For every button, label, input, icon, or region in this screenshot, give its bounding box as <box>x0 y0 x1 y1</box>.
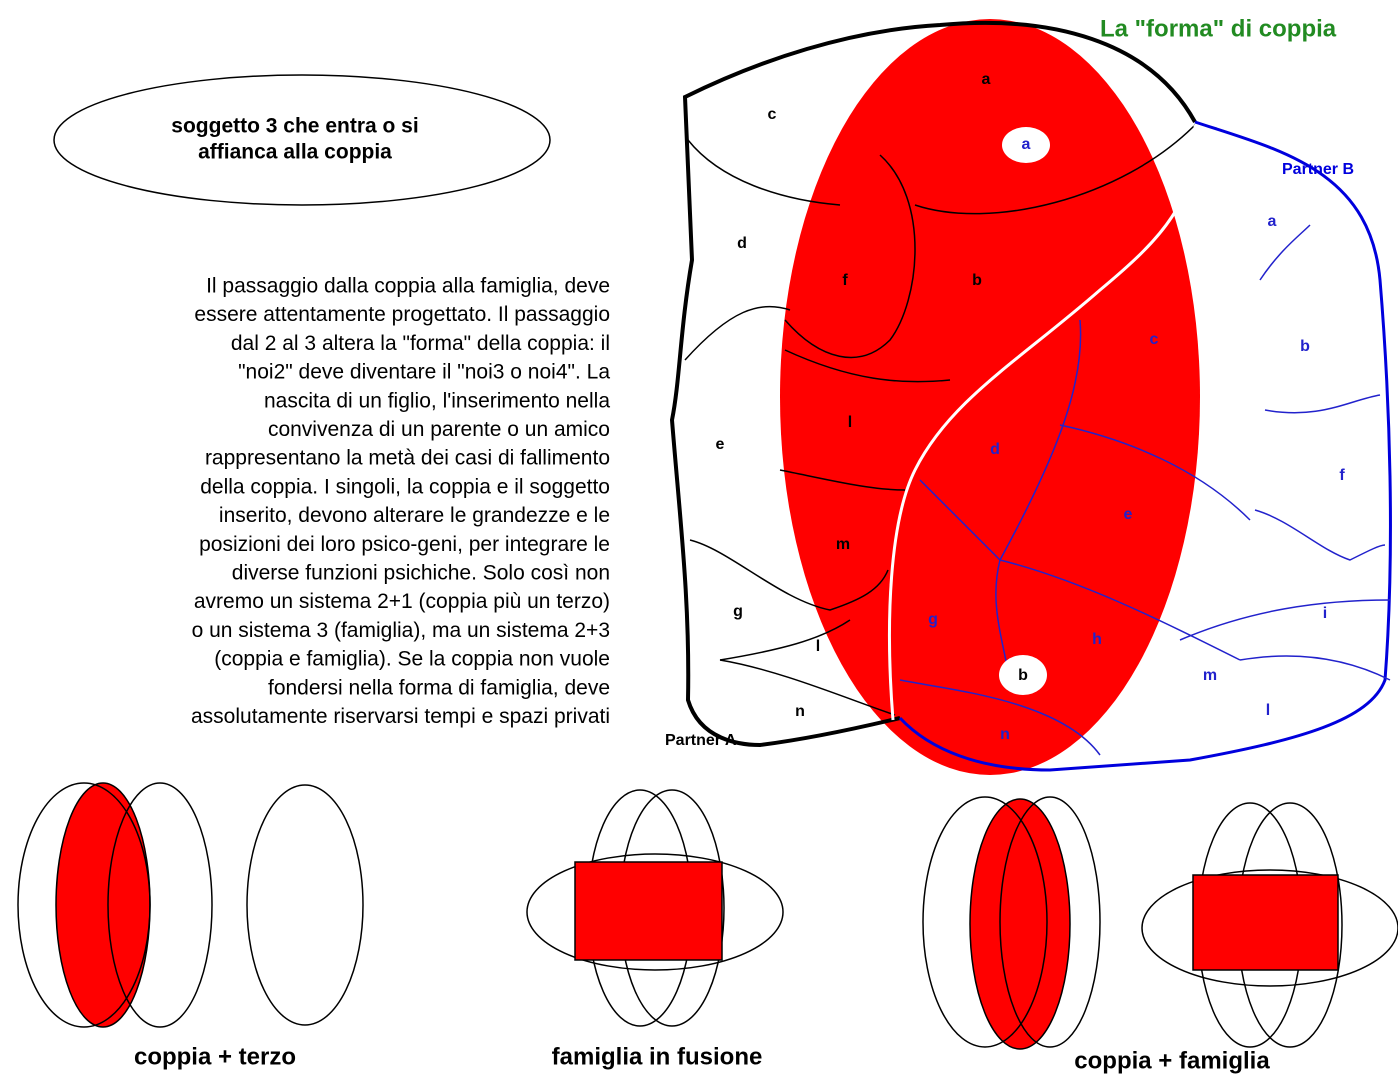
partner-a-label: Partner A <box>665 732 737 749</box>
region-label: g <box>928 611 938 628</box>
hub-label: a <box>1022 136 1031 153</box>
paragraph-line: diverse funzioni psichiche. Solo così no… <box>232 562 610 585</box>
region-label: n <box>1000 726 1010 743</box>
region-label: b <box>1300 338 1310 355</box>
paragraph-line: fondersi nella forma di famiglia, deve <box>268 676 610 699</box>
paragraph-line: convivenza di un parente o un amico <box>268 418 610 441</box>
region-label: e <box>1124 506 1133 523</box>
region-label: d <box>737 235 747 252</box>
paragraph-line: avremo un sistema 2+1 (coppia più un ter… <box>194 590 610 613</box>
paragraph-line: essere attentamente progettato. Il passa… <box>194 303 610 326</box>
region-label: c <box>1150 331 1159 348</box>
figure-coppia-terzo <box>18 783 363 1027</box>
region-label: l <box>1266 702 1270 719</box>
region-label: h <box>1092 631 1102 648</box>
paragraph-line: inserito, devono alterare le grandezze e… <box>219 504 610 527</box>
region-label: m <box>836 536 850 553</box>
region-label: d <box>990 441 1000 458</box>
couple-ellipse <box>780 19 1200 775</box>
caption: famiglia in fusione <box>552 1043 763 1070</box>
paragraph-line: dal 2 al 3 altera la "forma" della coppi… <box>231 332 610 355</box>
region-label: a <box>982 71 991 88</box>
region-label: e <box>716 436 725 453</box>
region-label: i <box>1323 605 1327 622</box>
paragraph-line: rappresentano la metà dei casi di fallim… <box>205 447 610 470</box>
caption: coppia + famiglia <box>1074 1047 1270 1074</box>
oval-text: affianca alla coppia <box>198 141 392 164</box>
oval-text: soggetto 3 che entra o si <box>171 115 418 138</box>
title: La "forma" di coppia <box>1100 15 1337 42</box>
region-label: n <box>795 703 805 720</box>
paragraph-line: Il passaggio dalla coppia alla famiglia,… <box>206 275 610 298</box>
paragraph-line: o un sistema 3 (famiglia), ma un sistema… <box>192 619 610 642</box>
region-label: a <box>1268 213 1277 230</box>
region-label: l <box>816 638 820 655</box>
region-label: f <box>1339 467 1345 484</box>
caption: coppia + terzo <box>134 1043 296 1070</box>
paragraph-line: assolutamente riservarsi tempi e spazi p… <box>191 705 610 728</box>
paragraph-line: della coppia. I singoli, la coppia e il … <box>200 475 610 498</box>
region-label: m <box>1203 667 1217 684</box>
partner-b-label: Partner B <box>1282 161 1354 178</box>
page: La "forma" di coppia Partner B Partner A… <box>0 0 1398 1079</box>
paragraph-line: posizioni dei loro psico-geni, per integ… <box>199 533 610 556</box>
figure-famiglia-fusione <box>527 790 783 1026</box>
region-label: g <box>733 603 743 620</box>
hub-label: b <box>1018 667 1028 684</box>
paragraph-line: "noi2" deve diventare il "noi3 o noi4". … <box>238 361 610 384</box>
paragraph: Il passaggio dalla coppia alla famiglia,… <box>191 275 610 729</box>
region-label: b <box>972 272 982 289</box>
region-label: f <box>842 272 848 289</box>
region-label: l <box>848 414 852 431</box>
figure-coppia-famiglia <box>923 797 1398 1049</box>
region-label: c <box>768 106 777 123</box>
paragraph-line: nascita di un figlio, l'inserimento nell… <box>264 389 610 412</box>
paragraph-line: (coppia e famiglia). Se la coppia non vu… <box>214 648 610 671</box>
